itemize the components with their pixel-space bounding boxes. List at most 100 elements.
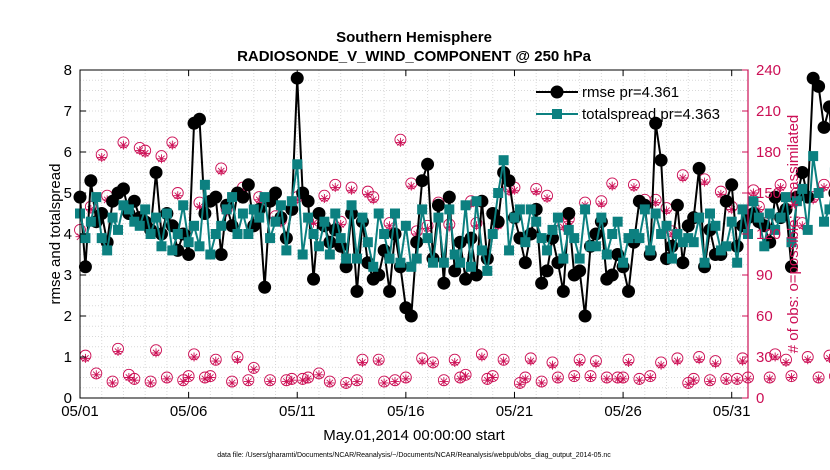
assimilated-obs-point [705, 377, 715, 387]
assimilated-obs-point [531, 187, 541, 197]
spread-point [580, 204, 591, 215]
rmse-point [649, 116, 663, 130]
rmse-point [442, 190, 456, 204]
assimilated-obs-point [596, 199, 606, 209]
rmse-point [241, 178, 255, 192]
spread-point [574, 253, 585, 264]
assimilated-obs-point [162, 374, 172, 384]
rmse-point [192, 112, 206, 126]
spread-point [297, 249, 308, 260]
assimilated-obs-point [824, 353, 830, 363]
spread-point [509, 212, 520, 223]
assimilated-obs-point [651, 198, 661, 208]
rmse-point [154, 227, 168, 241]
assimilated-obs-point [629, 183, 639, 193]
y-left-tick-label: 1 [64, 349, 72, 366]
assimilated-obs-point [786, 373, 796, 382]
legend-rmse-marker [550, 85, 564, 99]
spread-point [786, 237, 797, 248]
assimilated-obs-point [450, 357, 460, 367]
legend-spread-label: totalspread pr=4.363 [582, 106, 720, 123]
assimilated-obs-point [553, 374, 563, 384]
assimilated-obs-point [488, 373, 498, 382]
spread-point [324, 249, 335, 260]
y-right-tick-label: 150 [756, 185, 781, 202]
spread-point [422, 233, 433, 244]
assimilated-obs-point [499, 356, 509, 366]
y-axis-label-right: # of obs: o=possible; ∗=assimilated [785, 115, 802, 354]
assimilated-obs-point [113, 347, 123, 357]
x-tick-label: 05/11 [279, 403, 315, 420]
assimilated-obs-point [547, 360, 557, 370]
assimilated-obs-point [135, 146, 145, 156]
assimilated-obs-point [243, 377, 253, 387]
spread-point [313, 241, 324, 252]
x-axis-label: May.01,2014 00:00:00 start [323, 427, 505, 444]
chart-title: Southern Hemisphere [336, 29, 492, 46]
spread-point [694, 212, 705, 223]
spread-point [303, 212, 314, 223]
assimilated-obs-point [678, 173, 688, 183]
spread-point [417, 204, 428, 215]
assimilated-obs-point [385, 221, 395, 231]
spread-point [650, 208, 661, 219]
assimilated-obs-point [140, 148, 150, 158]
rmse-point [209, 190, 223, 204]
spread-point [813, 188, 824, 198]
spread-point [433, 212, 444, 223]
spread-point [520, 237, 531, 248]
assimilated-obs-point [814, 374, 824, 384]
spread-point [531, 216, 542, 227]
rmse-point [573, 264, 587, 278]
possible-obs-point [828, 372, 830, 380]
spread-point [428, 257, 439, 268]
rmse-point [768, 190, 782, 204]
spread-point [666, 253, 677, 264]
spread-point [715, 245, 726, 256]
spread-point [710, 220, 721, 231]
y-right-tick-label: 180 [756, 144, 781, 161]
assimilated-obs-point [379, 378, 389, 388]
assimilated-obs-point [325, 378, 335, 388]
spread-point [384, 253, 395, 264]
y-left-tick-label: 5 [64, 185, 72, 202]
assimilated-obs-point [336, 219, 346, 229]
spread-point [80, 233, 91, 244]
spread-point [590, 241, 601, 252]
spread-point [254, 212, 265, 223]
spread-point [558, 253, 569, 264]
spread-point [476, 245, 487, 256]
assimilated-obs-point [363, 189, 373, 199]
spread-point [183, 237, 194, 248]
rmse-point [578, 309, 592, 323]
assimilated-obs-point [395, 137, 405, 147]
spread-point [612, 216, 623, 227]
spread-point [748, 196, 759, 207]
assimilated-obs-point [216, 166, 226, 176]
spread-point [775, 212, 786, 223]
assimilated-obs-point [700, 177, 710, 187]
assimilated-obs-point [613, 374, 623, 384]
assimilated-obs-point [167, 140, 177, 150]
rmse-point [84, 174, 98, 188]
assimilated-obs-point [591, 359, 601, 369]
rmse-point [198, 207, 212, 220]
assimilated-obs-point [558, 222, 568, 232]
assimilated-obs-point [347, 185, 357, 195]
spread-point [118, 200, 129, 211]
spread-point [205, 249, 216, 260]
spread-point [156, 241, 167, 252]
spread-point [400, 220, 411, 231]
assimilated-obs-point [776, 183, 786, 193]
spread-point [460, 200, 471, 211]
rmse-point [78, 260, 92, 274]
assimilated-obs-point [461, 371, 471, 381]
assimilated-obs-point [803, 355, 813, 365]
y-right-tick-label: 120 [756, 226, 781, 243]
assimilated-obs-point [716, 189, 726, 199]
assimilated-obs-point [781, 357, 791, 367]
spread-point [167, 245, 178, 256]
rmse-point [415, 174, 429, 188]
spread-point [645, 245, 656, 256]
